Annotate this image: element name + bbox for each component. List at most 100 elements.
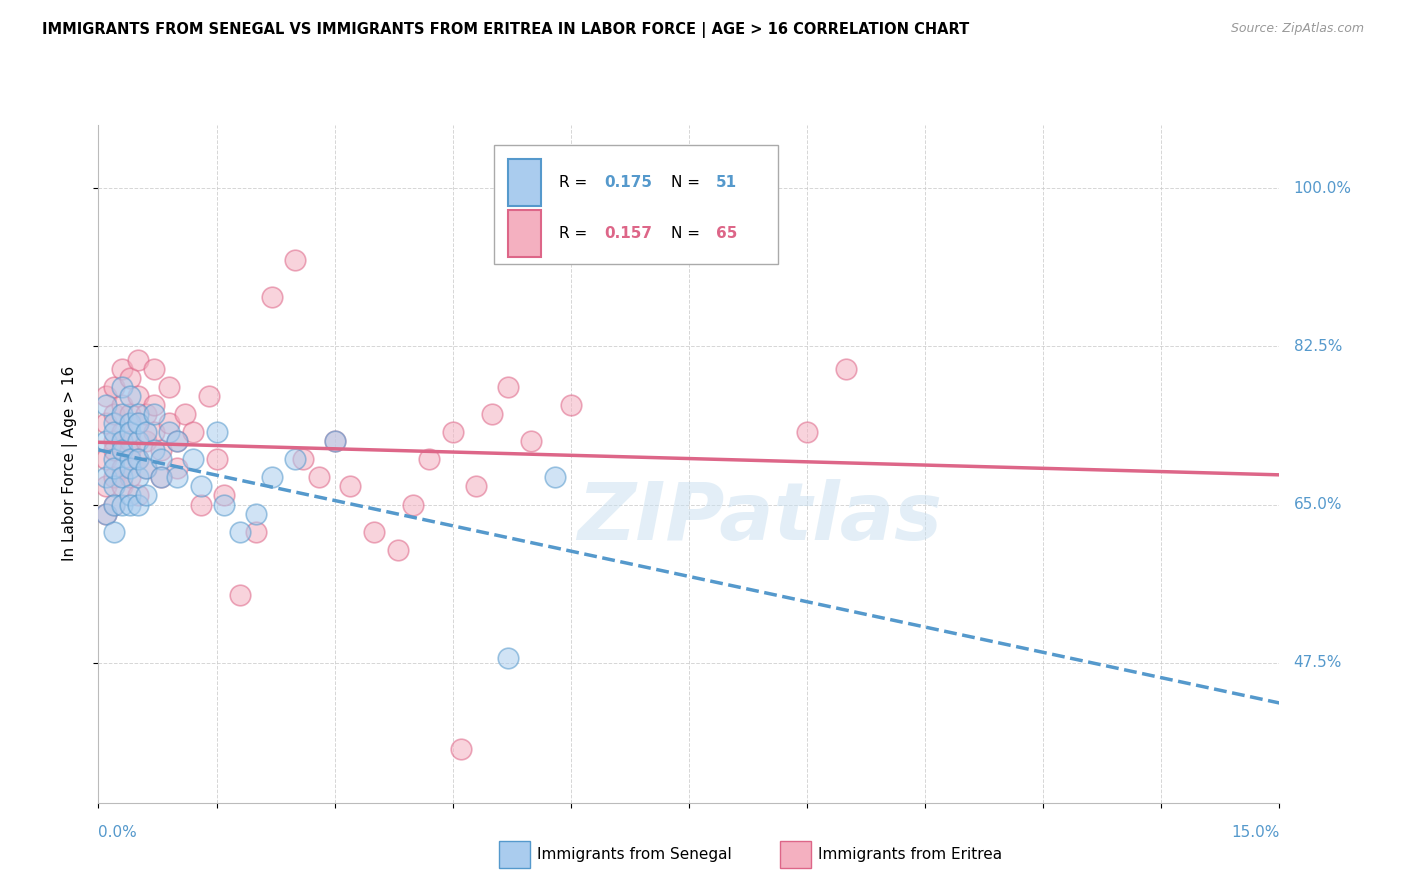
Text: 0.0%: 0.0% xyxy=(98,825,138,840)
Text: ZIPatlas: ZIPatlas xyxy=(578,479,942,558)
Point xyxy=(450,741,472,756)
Point xyxy=(127,352,149,367)
Point xyxy=(111,479,134,493)
Point xyxy=(118,407,141,421)
Point xyxy=(127,498,149,512)
Point xyxy=(150,452,173,467)
Point xyxy=(135,425,157,440)
Point xyxy=(103,380,125,394)
Point xyxy=(127,488,149,502)
Text: 65.0%: 65.0% xyxy=(1294,497,1341,512)
Point xyxy=(418,452,440,467)
Point xyxy=(560,398,582,412)
Point xyxy=(174,407,197,421)
Text: 51: 51 xyxy=(716,175,737,190)
Point xyxy=(245,507,267,521)
Point xyxy=(142,362,165,376)
Point xyxy=(127,434,149,449)
Point xyxy=(166,434,188,449)
Point xyxy=(135,407,157,421)
Point xyxy=(284,253,307,268)
Text: 47.5%: 47.5% xyxy=(1294,656,1341,670)
Point xyxy=(118,434,141,449)
Point xyxy=(190,498,212,512)
Text: Source: ZipAtlas.com: Source: ZipAtlas.com xyxy=(1230,22,1364,36)
Point xyxy=(229,588,252,602)
Point xyxy=(103,479,125,493)
Point xyxy=(292,452,315,467)
Bar xyxy=(508,159,541,206)
Text: 0.157: 0.157 xyxy=(605,226,652,241)
FancyBboxPatch shape xyxy=(494,145,778,264)
Point xyxy=(245,524,267,539)
Point xyxy=(96,416,118,430)
Point xyxy=(214,488,236,502)
Point xyxy=(260,290,283,304)
Point xyxy=(103,498,125,512)
Point xyxy=(118,416,141,430)
Text: 82.5%: 82.5% xyxy=(1294,339,1341,354)
Y-axis label: In Labor Force | Age > 16: In Labor Force | Age > 16 xyxy=(62,367,77,561)
Point xyxy=(118,461,141,475)
Point xyxy=(544,470,567,484)
Point xyxy=(150,443,173,458)
Text: 100.0%: 100.0% xyxy=(1294,181,1351,195)
Point xyxy=(796,425,818,440)
Point xyxy=(190,479,212,493)
Point xyxy=(363,524,385,539)
Point xyxy=(103,407,125,421)
Point xyxy=(205,452,228,467)
Point xyxy=(835,362,858,376)
Point xyxy=(118,389,141,403)
Point xyxy=(103,461,125,475)
Point xyxy=(103,470,125,484)
Point xyxy=(103,434,125,449)
Text: R =: R = xyxy=(560,226,592,241)
Point xyxy=(135,461,157,475)
Point xyxy=(111,425,134,440)
Point xyxy=(205,425,228,440)
Point xyxy=(323,434,346,449)
Point xyxy=(157,380,180,394)
Point xyxy=(135,488,157,502)
Point xyxy=(142,443,165,458)
Point xyxy=(118,443,141,458)
Point xyxy=(103,416,125,430)
Point xyxy=(103,524,125,539)
Point xyxy=(103,452,125,467)
Point xyxy=(135,461,157,475)
Point xyxy=(150,470,173,484)
Point xyxy=(166,461,188,475)
Point xyxy=(166,470,188,484)
Point xyxy=(111,407,134,421)
Bar xyxy=(508,210,541,257)
Point xyxy=(441,425,464,440)
Point xyxy=(96,398,118,412)
Point xyxy=(96,389,118,403)
Point xyxy=(496,651,519,665)
Text: N =: N = xyxy=(671,226,704,241)
Text: Immigrants from Eritrea: Immigrants from Eritrea xyxy=(818,847,1002,862)
Text: IMMIGRANTS FROM SENEGAL VS IMMIGRANTS FROM ERITREA IN LABOR FORCE | AGE > 16 COR: IMMIGRANTS FROM SENEGAL VS IMMIGRANTS FR… xyxy=(42,22,969,38)
Point xyxy=(157,416,180,430)
Point xyxy=(111,498,134,512)
Point xyxy=(127,416,149,430)
Point xyxy=(142,398,165,412)
Point xyxy=(142,407,165,421)
Point xyxy=(520,434,543,449)
Point xyxy=(118,425,141,440)
Text: R =: R = xyxy=(560,175,592,190)
Point xyxy=(496,380,519,394)
Point xyxy=(142,425,165,440)
Point xyxy=(284,452,307,467)
Point xyxy=(166,434,188,449)
Point xyxy=(339,479,361,493)
Point xyxy=(111,380,134,394)
Point xyxy=(96,507,118,521)
Point xyxy=(181,452,204,467)
Point xyxy=(111,470,134,484)
Point xyxy=(308,470,330,484)
Point xyxy=(96,452,118,467)
Point xyxy=(260,470,283,484)
Text: 0.175: 0.175 xyxy=(605,175,652,190)
